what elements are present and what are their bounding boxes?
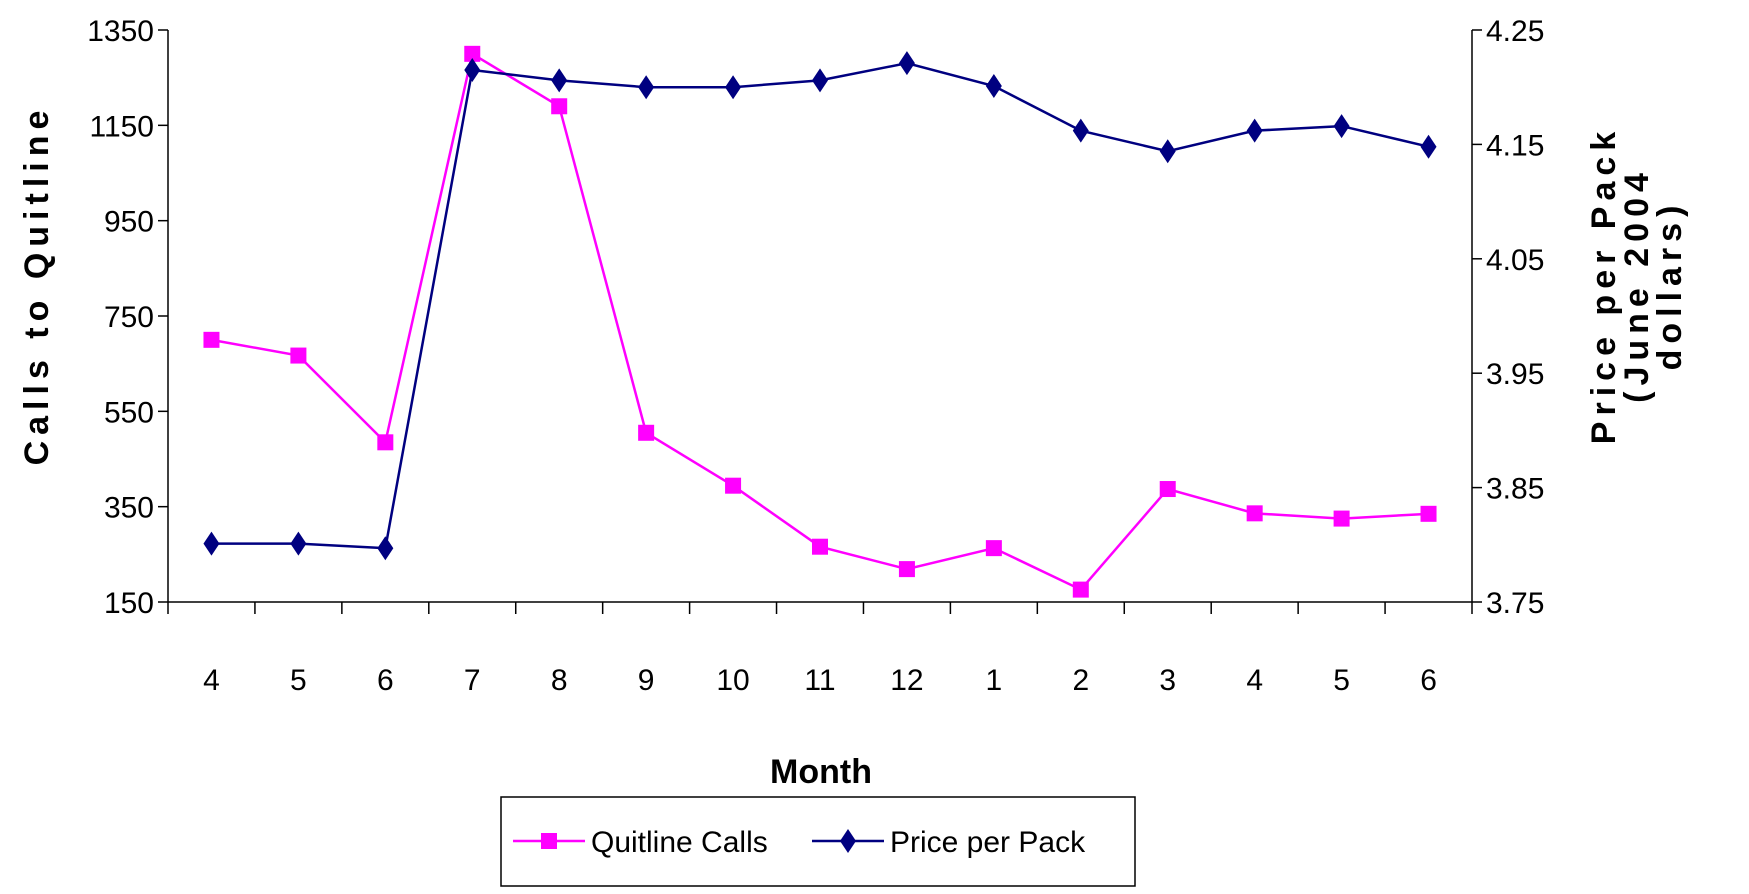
x-tick-label: 2 [1072,664,1089,697]
x-tick-label: 1 [986,664,1003,697]
diamond-marker [812,68,828,93]
y-right-tick-label: 3.85 [1486,473,1544,506]
x-tick-label: 12 [890,664,923,697]
square-marker [551,98,568,115]
y-left-tick-label: 1150 [89,110,154,143]
x-tick-label: 7 [464,664,481,697]
square-marker [1072,581,1089,598]
diamond-marker [898,51,915,76]
legend-swatch-marker [541,833,557,849]
legend-swatch-marker [840,829,856,853]
diamond-marker [985,74,1002,99]
y-left-tick-label: 350 [104,492,154,525]
square-marker [464,45,481,62]
series-line [211,51,1429,592]
diamond-marker [1072,118,1089,143]
legend-items: Quitline Calls Price per Pack [513,826,1086,859]
diamond-marker [377,536,394,561]
x-tick-label: 6 [1420,664,1437,697]
x-axis-title: Month [770,753,872,791]
x-tick-label: 6 [377,664,394,697]
legend: Quitline Calls Price per Pack [500,796,1136,887]
axes-layer [167,30,1473,603]
y-right-axis-title-line3: dollars) [1651,200,1689,371]
legend-label: Quitline Calls [591,826,768,859]
y-right-tick-label: 3.75 [1486,587,1544,620]
diamond-marker [1420,134,1437,159]
y-left-axis-title: Calls to Quitline [18,105,56,466]
diamond-marker [464,58,481,83]
diamond-marker [290,531,307,556]
square-marker [1159,481,1176,498]
square-marker [377,434,394,451]
diamond-marker [638,75,655,100]
x-tick-label: 9 [638,664,655,697]
y-left-tick-label: 750 [104,301,154,334]
x-tick-label: 5 [1333,664,1350,697]
x-tick-label: 5 [290,664,307,697]
square-marker [812,538,828,555]
x-tick-label: 4 [1246,664,1263,697]
x-tick-label: 8 [551,664,568,697]
square-marker [203,331,220,348]
diamond-marker [1246,118,1263,143]
square-marker [290,347,307,364]
ticks-layer: 150 350 550 750 950 1150 1350 3.75 3.85 3.95 4.05 4… [87,15,1544,697]
y-left-tick-label: 950 [104,206,154,239]
y-left-tick-label: 550 [104,396,154,429]
series-line [211,61,1429,550]
square-marker [725,477,742,494]
diamond-marker [1159,139,1176,164]
legend-box [500,796,1136,887]
legend-item: Quitline Calls [513,826,768,859]
y-right-axis-title-line2: (June 2004 [1618,167,1656,403]
y-left-tick-label: 150 [104,587,154,620]
x-tick-label: 4 [203,664,220,697]
legend-item: Price per Pack [812,826,1086,859]
x-tick-label: 3 [1159,664,1176,697]
y-right-tick-label: 4.05 [1486,244,1544,277]
series-quitline-calls [203,45,1437,598]
square-marker [1246,505,1263,522]
diamond-marker [551,68,568,93]
y-left-tick-label: 1350 [87,15,154,48]
square-marker [638,424,655,441]
square-marker [985,540,1002,557]
series-layer [203,45,1437,598]
y-right-tick-label: 3.95 [1486,358,1544,391]
square-marker [898,561,915,578]
y-right-tick-label: 4.15 [1486,129,1544,162]
legend-label: Price per Pack [890,826,1086,859]
diamond-marker [1333,114,1350,139]
square-marker [1420,505,1437,522]
y-right-tick-label: 4.25 [1486,15,1544,48]
x-tick-label: 10 [716,664,749,697]
y-right-axis-title-line1: Price per Pack [1585,126,1623,444]
diamond-marker [725,75,742,100]
diamond-marker [203,531,220,556]
x-tick-label: 11 [804,664,835,697]
square-marker [1333,510,1350,527]
series-price-per-pack [203,51,1437,561]
